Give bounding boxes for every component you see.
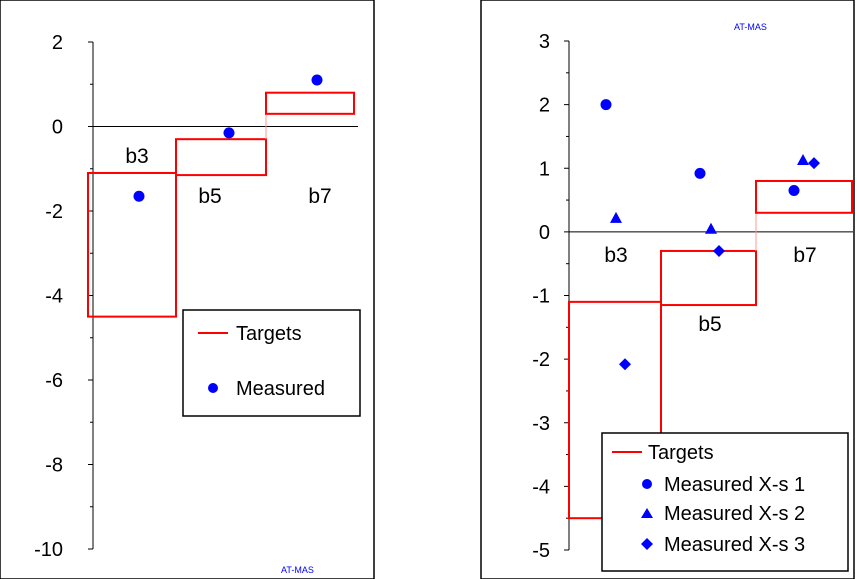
chart-right-y-tick-label: 3 xyxy=(539,31,550,53)
chart-left-frame xyxy=(0,0,375,579)
chart-left-legend-box xyxy=(182,309,361,417)
chart-left-y-tick-label: -8 xyxy=(45,455,63,477)
chart-right-point-diamond-b7 xyxy=(808,157,820,170)
chart-right: 3 2 1 0 -1 -2 -3 -4 -5 b3 b5 b7 Targets Measured X… xyxy=(480,0,855,579)
chart-right-point-triangle-b7 xyxy=(797,153,809,165)
chart-right-legend-series1-swatch xyxy=(642,479,652,489)
chart-left-y-tick-label: 2 xyxy=(52,32,63,54)
chart-right-target-b7 xyxy=(755,179,853,214)
chart-left-point-circle-b3 xyxy=(133,190,145,202)
chart-right-y-tick-label: -5 xyxy=(532,540,550,562)
chart-left-legend: Targets Measured xyxy=(182,309,361,417)
chart-right-legend-series3-label: Measured X-s 3 xyxy=(664,534,805,556)
chart-right-category-label-b3: b3 xyxy=(604,244,627,267)
chart-left-legend-targets-label: Targets xyxy=(236,323,302,345)
chart-left-category-label-b3: b3 xyxy=(125,145,148,168)
chart-left-point-circle-b7 xyxy=(311,74,323,86)
chart-right-point-circle-b7 xyxy=(788,185,800,197)
chart-left-target-b5 xyxy=(175,138,267,177)
chart-left-point-circle-b5 xyxy=(223,127,235,139)
chart-right-y-tick-label: -1 xyxy=(532,286,550,308)
chart-right-legend-series2-swatch xyxy=(641,508,653,518)
chart-right-point-diamond-b3 xyxy=(619,358,631,371)
chart-right-point-circle-b5 xyxy=(694,167,706,179)
chart-right-y-tick-label: 1 xyxy=(539,158,550,180)
chart-right-legend-targets-label: Targets xyxy=(648,442,714,464)
chart-right-legend-series2-label: Measured X-s 2 xyxy=(664,503,805,525)
chart-left-target-b7 xyxy=(265,91,355,115)
chart-left-watermark: AT-MAS xyxy=(281,565,314,575)
chart-right-legend: Targets Measured X-s 1 Measured X-s 2 Me… xyxy=(601,432,849,572)
chart-right-point-circle-b3 xyxy=(600,99,612,111)
chart-left-category-label-b7: b7 xyxy=(308,185,331,208)
chart-left-y-tick-label: -10 xyxy=(34,539,63,561)
chart-left-targets xyxy=(87,91,355,318)
chart-left-y-tick-label: -4 xyxy=(45,286,63,308)
chart-left-y-tick-label: -2 xyxy=(45,201,63,223)
chart-right-y-tick-label: -4 xyxy=(532,476,550,498)
chart-right-watermark: AT-MAS xyxy=(734,22,767,32)
chart-left-legend-measured-label: Measured xyxy=(236,378,325,400)
chart-right-legend-series1-label: Measured X-s 1 xyxy=(664,474,805,496)
chart-left-data-points xyxy=(133,74,323,202)
chart-right-legend-series3-swatch xyxy=(641,538,653,550)
chart-left: 2 0 -2 -4 -6 -8 -10 b3 b5 b7 Targets Measured AT… xyxy=(0,0,375,579)
chart-right-y-tick-label: 2 xyxy=(539,95,550,117)
chart-left-y-axis: 2 0 -2 -4 -6 -8 -10 xyxy=(34,32,358,561)
chart-right-category-label-b7: b7 xyxy=(793,244,816,267)
chart-left-target-b3 xyxy=(87,171,177,318)
chart-right-y-tick-label: 0 xyxy=(539,222,550,244)
chart-right-target-b5 xyxy=(660,249,757,307)
chart-left-y-tick-label: 0 xyxy=(52,117,63,139)
chart-right-y-tick-label: -2 xyxy=(532,349,550,371)
chart-left-category-label-b5: b5 xyxy=(198,185,221,208)
chart-right-point-triangle-b3 xyxy=(610,211,622,223)
chart-right-y-tick-label: -3 xyxy=(532,413,550,435)
chart-right-legend-box xyxy=(601,432,849,572)
chart-right-category-label-b5: b5 xyxy=(698,313,721,336)
chart-right-point-triangle-b5 xyxy=(705,222,717,234)
chart-right-point-diamond-b5 xyxy=(713,244,725,257)
chart-left-y-tick-label: -6 xyxy=(45,370,63,392)
chart-left-legend-measured-swatch xyxy=(208,383,218,393)
chart-right-frame xyxy=(480,0,855,579)
chart-right-data-points xyxy=(600,99,820,371)
chart-left-category-labels: b3 b5 b7 xyxy=(125,145,331,208)
chart-right-targets xyxy=(568,179,853,520)
chart-right-category-labels: b3 b5 b7 xyxy=(604,244,816,336)
